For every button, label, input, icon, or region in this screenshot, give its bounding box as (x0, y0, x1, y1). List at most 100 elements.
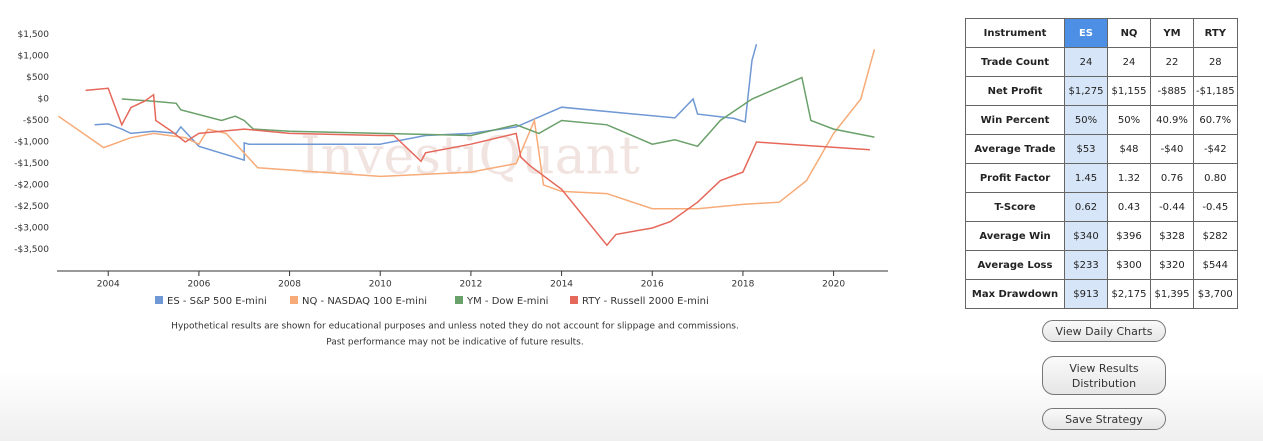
cell: 1.45 (1064, 163, 1108, 193)
x-tick-label: 2020 (822, 280, 845, 290)
legend-label: YM - Dow E-mini (466, 296, 548, 307)
cell: 40.9% (1150, 105, 1194, 135)
cell: -$42 (1193, 134, 1238, 164)
y-tick-label: -$2,000 (14, 181, 49, 191)
legend-swatch (155, 296, 163, 304)
cell: $282 (1193, 221, 1238, 251)
watermark: InvestiQuant (300, 127, 640, 187)
x-tick-label: 2016 (641, 280, 664, 290)
cell: Average Loss (965, 250, 1065, 280)
legend-swatch (455, 296, 463, 304)
cell: 1.32 (1107, 163, 1151, 193)
cell: $328 (1150, 221, 1194, 251)
y-tick-label: $0 (38, 95, 50, 105)
row: Max Drawdown $913 $2,175 $1,395 $3,700 (965, 279, 1238, 309)
header-cell: RTY (1193, 18, 1238, 48)
disclaimer: Hypothetical results are shown for educa… (171, 322, 739, 332)
cell: $1,275 (1064, 76, 1108, 106)
cell: Net Profit (965, 76, 1065, 106)
button[interactable]: Save Strategy (1042, 408, 1166, 430)
cell: $53 (1064, 134, 1108, 164)
cell: 24 (1107, 47, 1151, 77)
cell: 28 (1193, 47, 1238, 77)
cell: $1,395 (1150, 279, 1194, 309)
button[interactable]: View Results Distribution (1042, 356, 1166, 395)
row: Trade Count 24 24 22 28 (965, 47, 1238, 77)
cell: -$885 (1150, 76, 1194, 106)
header-cell: YM (1150, 18, 1194, 48)
x-tick-label: 2010 (369, 280, 392, 290)
y-tick-label: -$500 (23, 116, 49, 126)
header-cell: NQ (1107, 18, 1151, 48)
y-tick-label: -$3,000 (14, 224, 49, 234)
cell: $913 (1064, 279, 1108, 309)
results-table: Instrument ES NQ YM RTY Trade Count 24 24 22 28 Ne… (965, 18, 1238, 309)
cell: -$40 (1150, 134, 1194, 164)
legend-swatch (570, 296, 578, 304)
x-tick-label: 2012 (459, 280, 482, 290)
cell: $1,155 (1107, 76, 1151, 106)
x-tick-label: 2018 (731, 280, 754, 290)
x-tick-label: 2004 (97, 280, 120, 290)
cell: Win Percent (965, 105, 1065, 135)
cell: 0.80 (1193, 163, 1238, 193)
header-cell: Instrument (965, 18, 1065, 48)
cell: -0.44 (1150, 192, 1194, 222)
series-line (85, 87, 870, 247)
row: Average Win $340 $396 $328 $282 (965, 221, 1238, 251)
cell: Average Win (965, 221, 1065, 251)
disclaimer: Past performance may not be indicative o… (326, 338, 583, 348)
cell: $396 (1107, 221, 1151, 251)
legend-label: ES - S&P 500 E-mini (167, 296, 267, 307)
cell: 0.76 (1150, 163, 1194, 193)
cell: Max Drawdown (965, 279, 1065, 309)
chart: InvestiQuant Hypothetical results are sh… (14, 30, 888, 348)
header-cell: ES (1064, 18, 1108, 48)
cell: 22 (1150, 47, 1194, 77)
row: Profit Factor 1.45 1.32 0.76 0.80 (965, 163, 1238, 193)
cell: $233 (1064, 250, 1108, 280)
y-tick-label: -$2,500 (14, 202, 49, 212)
legend-label: NQ - NASDAQ 100 E-mini (302, 296, 427, 307)
cell: 0.62 (1064, 192, 1108, 222)
cell: T-Score (965, 192, 1065, 222)
row: Average Loss $233 $300 $320 $544 (965, 250, 1238, 280)
row: Average Trade $53 $48 -$40 -$42 (965, 134, 1238, 164)
button[interactable]: View Daily Charts (1042, 320, 1166, 342)
x-tick-label: 2014 (550, 280, 573, 290)
cell: $48 (1107, 134, 1151, 164)
header-row: Instrument ES NQ YM RTY (965, 18, 1238, 48)
x-tick-label: 2006 (187, 280, 210, 290)
row: Win Percent 50% 50% 40.9% 60.7% (965, 105, 1238, 135)
cell: -0.45 (1193, 192, 1238, 222)
cell: $2,175 (1107, 279, 1151, 309)
y-tick-label: $1,500 (18, 30, 50, 40)
series-line (121, 76, 875, 148)
cell: 50% (1064, 105, 1108, 135)
cell: 60.7% (1193, 105, 1238, 135)
cell: 50% (1107, 105, 1151, 135)
cell: $340 (1064, 221, 1108, 251)
series-line (94, 43, 758, 162)
cell: $320 (1150, 250, 1194, 280)
legend-label: RTY - Russell 2000 E-mini (582, 296, 709, 307)
x-tick-label: 2008 (278, 280, 301, 290)
cell: $3,700 (1193, 279, 1238, 309)
cell: Trade Count (965, 47, 1065, 77)
cell: Profit Factor (965, 163, 1065, 193)
y-tick-label: -$1,500 (14, 159, 49, 169)
cell: $544 (1193, 250, 1238, 280)
cell: $300 (1107, 250, 1151, 280)
cell: -$1,185 (1193, 76, 1238, 106)
row: T-Score 0.62 0.43 -0.44 -0.45 (965, 192, 1238, 222)
row: Net Profit $1,275 $1,155 -$885 -$1,185 (965, 76, 1238, 106)
legend-swatch (290, 296, 298, 304)
cell: 24 (1064, 47, 1108, 77)
y-tick-label: $500 (26, 73, 49, 83)
cell: Average Trade (965, 134, 1065, 164)
y-tick-label: -$1,000 (14, 138, 49, 148)
cell: 0.43 (1107, 192, 1151, 222)
y-tick-label: -$3,500 (14, 245, 49, 255)
y-tick-label: $1,000 (18, 52, 50, 62)
